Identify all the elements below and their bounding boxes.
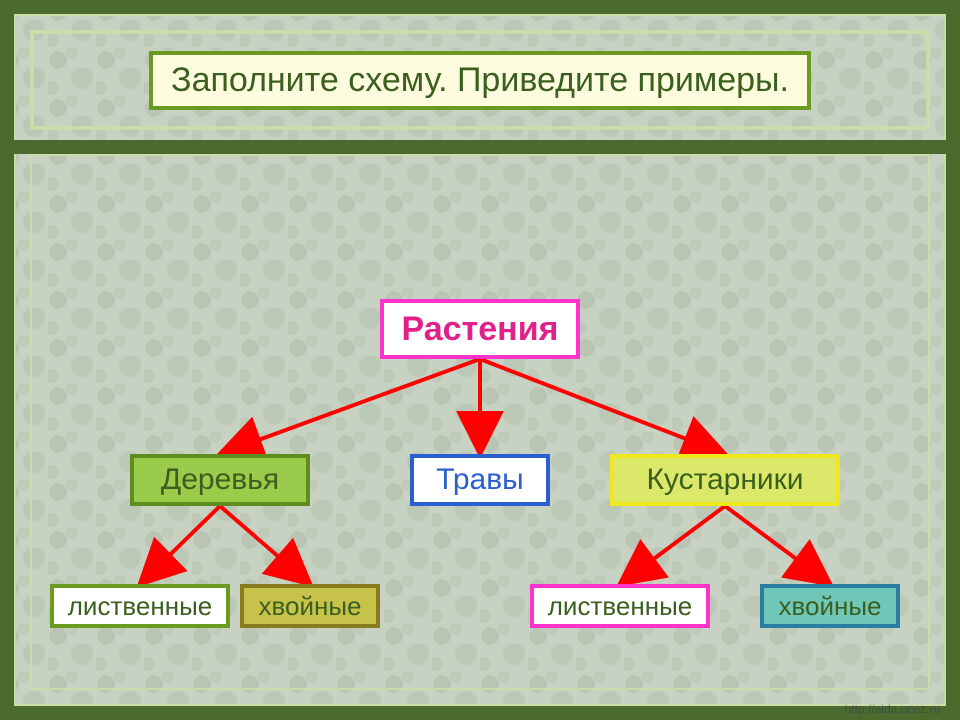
node-shrubs-decid-label: лиственные (548, 591, 692, 622)
node-shrubs: Кустарники (610, 454, 840, 506)
node-shrubs-conif-label: хвойные (778, 591, 881, 622)
title-text: Заполните схему. Приведите примеры. (171, 61, 789, 99)
node-trees-conif-label: хвойные (258, 591, 361, 622)
node-trees-decid-label: лиственные (68, 591, 212, 622)
watermark: http://aida.ucoz.ru (845, 702, 940, 716)
node-root: Растения (380, 299, 580, 359)
divider-strip (14, 140, 946, 154)
node-root-label: Растения (402, 310, 559, 349)
title-box: Заполните схему. Приведите примеры. (149, 51, 811, 110)
node-trees-coniferous: хвойные (240, 584, 380, 628)
node-trees-deciduous: лиственные (50, 584, 230, 628)
node-shrubs-label: Кустарники (646, 463, 803, 497)
node-grass-label: Травы (436, 463, 524, 497)
node-trees: Деревья (130, 454, 310, 506)
node-shrubs-coniferous: хвойные (760, 584, 900, 628)
node-grass: Травы (410, 454, 550, 506)
node-trees-label: Деревья (161, 463, 279, 497)
node-shrubs-deciduous: лиственные (530, 584, 710, 628)
title-panel: Заполните схему. Приведите примеры. (30, 30, 930, 130)
diagram-panel: Растения Деревья Травы Кустарники листве… (30, 154, 930, 690)
